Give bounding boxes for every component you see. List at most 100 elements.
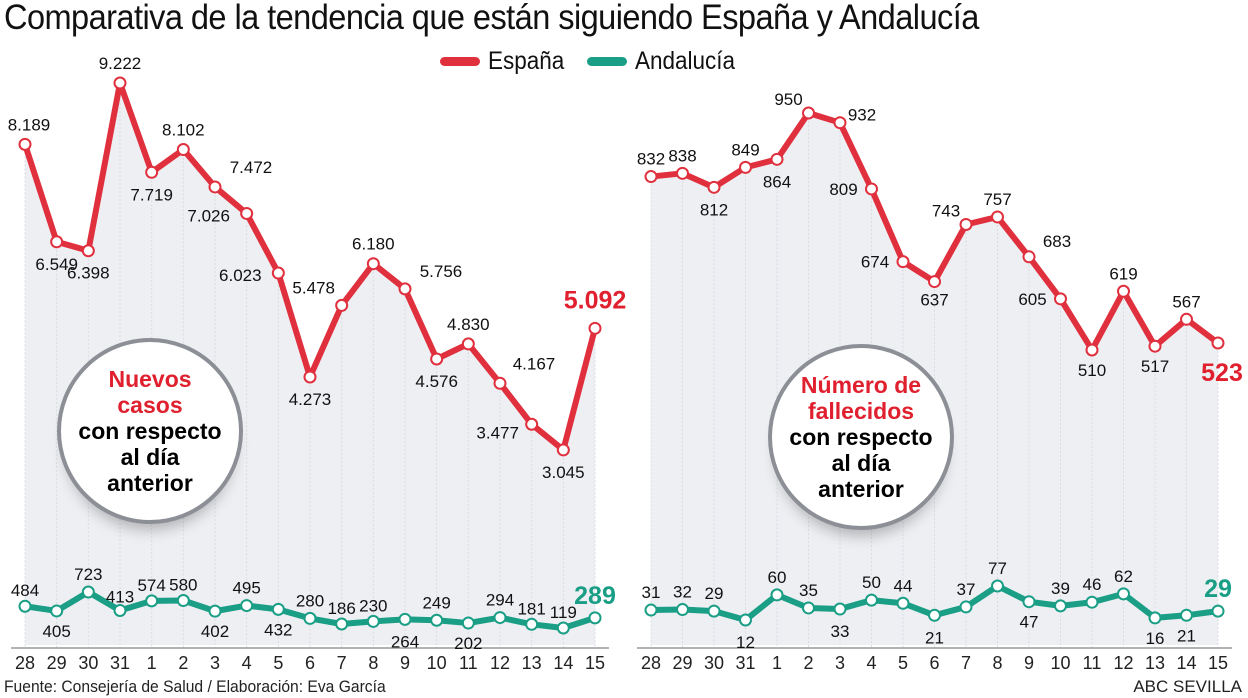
bubble-new-cases-line-5: anterior (107, 470, 193, 496)
andalucia-data-label: 249 (422, 593, 450, 612)
andalucia-data-label: 60 (768, 568, 787, 587)
andalucia-data-label: 186 (327, 599, 355, 618)
andalucia-data-label: 289 (574, 582, 616, 610)
bubble-deaths-line-1: Número de (800, 372, 922, 398)
spain-data-label: 8.102 (162, 121, 205, 140)
spain-data-label: 6.180 (352, 235, 395, 254)
spain-point (1180, 312, 1193, 326)
bubble-deaths: Número de fallecidos con respecto al día… (768, 344, 954, 530)
spain-point (1022, 250, 1036, 264)
andalucia-data-label: 574 (137, 576, 165, 595)
andalucia-point (770, 588, 784, 602)
spain-data-label: 4.830 (447, 315, 490, 334)
andalucia-point (461, 616, 475, 630)
spain-point (145, 165, 159, 179)
andalucia-point (50, 604, 64, 618)
spain-data-label: 7.472 (230, 158, 273, 177)
andalucia-data-label: 37 (957, 580, 976, 599)
legend-item-andalucia: Andalucía (586, 47, 746, 76)
x-tick-label: 14 (1176, 653, 1196, 673)
andalucia-point (335, 617, 349, 631)
bubble-new-cases-line-2: casos (117, 392, 183, 418)
andalucia-point (18, 599, 32, 613)
andalucia-data-label: 35 (799, 581, 818, 600)
publisher-brand: ABC SEVILLA (1133, 677, 1242, 696)
andalucia-point (991, 579, 1004, 593)
andalucia-point (928, 608, 941, 622)
x-tick-label: 10 (427, 653, 447, 673)
andalucia-data-label: 294 (486, 591, 514, 610)
andalucia-point (1085, 595, 1099, 609)
chart-title: Comparativa de la tendencia que están si… (4, 0, 979, 37)
x-tick-label: 1 (147, 653, 157, 673)
spain-point (1085, 343, 1099, 357)
x-tick-label: 9 (1024, 653, 1034, 673)
x-tick-label: 12 (1113, 653, 1133, 673)
spain-point (1054, 292, 1067, 306)
spain-data-label: 9.222 (99, 54, 142, 73)
x-tick-label: 2 (178, 653, 188, 673)
spain-data-label: 619 (1109, 264, 1137, 283)
andalucia-point (1022, 595, 1036, 609)
x-tick-label: 7 (337, 653, 347, 673)
x-tick-label: 6 (929, 653, 939, 673)
andalucia-point (398, 612, 412, 626)
andalucia-point (556, 621, 570, 635)
andalucia-data-label: 181 (517, 599, 545, 618)
x-tick-label: 10 (1050, 653, 1070, 673)
x-tick-label: 5 (273, 653, 283, 673)
andalucia-data-label: 723 (74, 565, 102, 584)
x-tick-label: 30 (704, 653, 724, 673)
spain-data-label: 5.478 (292, 278, 335, 297)
x-tick-label: 30 (78, 653, 98, 673)
spain-point (18, 137, 32, 151)
spain-point (1117, 284, 1130, 298)
bubble-new-cases: Nuevos casos con respecto al día anterio… (57, 338, 243, 524)
spain-data-label: 5.092 (564, 286, 627, 314)
andalucia-point (240, 599, 254, 613)
spain-point (303, 370, 317, 384)
spain-data-label: 510 (1078, 361, 1106, 380)
andalucia-data-label: 33 (831, 622, 850, 641)
andalucia-point (145, 594, 159, 608)
bubble-new-cases-line-3: con respecto (78, 418, 222, 444)
spain-data-label: 683 (1043, 232, 1071, 251)
spain-point (865, 182, 878, 196)
bubble-new-cases-line-1: Nuevos (108, 366, 192, 392)
x-tick-label: 4 (866, 653, 876, 673)
x-tick-label: 14 (553, 653, 573, 673)
spain-point (739, 160, 752, 174)
spain-data-label: 932 (848, 106, 876, 125)
andalucia-point (802, 601, 815, 615)
x-tick-label: 28 (641, 653, 661, 673)
spain-point (707, 180, 721, 194)
bubble-deaths-line-4: al día (831, 450, 891, 476)
andalucia-point (208, 604, 222, 618)
spain-data-label: 674 (861, 253, 889, 272)
andalucia-data-label: 39 (1051, 579, 1070, 598)
x-tick-label: 15 (585, 653, 605, 673)
legend-swatch-spain (440, 56, 480, 66)
spain-data-label: 8.189 (8, 115, 51, 134)
andalucia-data-label: 62 (1114, 567, 1133, 586)
x-tick-label: 8 (992, 653, 1002, 673)
andalucia-point (1054, 599, 1067, 613)
andalucia-point (1180, 608, 1193, 622)
x-tick-label: 6 (305, 653, 315, 673)
x-tick-label: 13 (522, 653, 542, 673)
bubble-new-cases-line-4: al día (120, 444, 180, 470)
andalucia-point (525, 617, 539, 631)
spain-data-label: 757 (983, 190, 1011, 209)
spain-point (176, 143, 190, 157)
spain-data-label: 864 (763, 172, 791, 191)
spain-point (271, 266, 285, 280)
x-tick-label: 3 (835, 653, 845, 673)
spain-data-label: 7.026 (187, 206, 230, 225)
spain-point (991, 210, 1004, 224)
x-tick-label: 29 (672, 653, 692, 673)
andalucia-point (739, 613, 752, 627)
spain-point (770, 152, 784, 166)
andalucia-point (1117, 587, 1130, 601)
spain-point (588, 321, 602, 335)
andalucia-point (113, 603, 127, 617)
